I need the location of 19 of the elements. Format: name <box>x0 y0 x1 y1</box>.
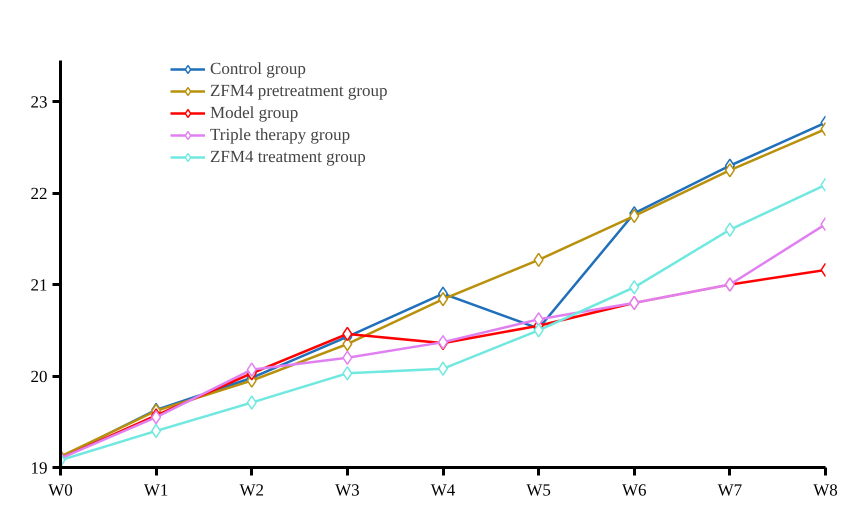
x-tick-label: W6 <box>622 480 647 500</box>
x-tick-label: W8 <box>813 480 838 500</box>
x-tick-label: W5 <box>526 480 551 500</box>
legend-label: ZFM4 treatment group <box>210 147 366 167</box>
legend-label: Model group <box>210 103 298 123</box>
y-tick-label: 19 <box>30 458 48 478</box>
x-tick-label: W7 <box>718 480 743 500</box>
legend-label: Triple therapy group <box>210 125 350 145</box>
x-tick-label: W0 <box>48 480 73 500</box>
x-tick-label: W2 <box>239 480 264 500</box>
y-tick-label: 20 <box>30 367 48 386</box>
y-tick-label: 21 <box>30 276 48 295</box>
y-tick-label: 22 <box>30 184 48 204</box>
x-tick-label: W4 <box>430 480 456 500</box>
legend-label: Control group <box>210 59 306 79</box>
legend-label: ZFM4 pretreatment group <box>210 81 388 101</box>
y-tick-label: 23 <box>30 92 48 112</box>
x-tick-label: W1 <box>144 480 168 500</box>
x-tick-label: W3 <box>335 480 360 500</box>
